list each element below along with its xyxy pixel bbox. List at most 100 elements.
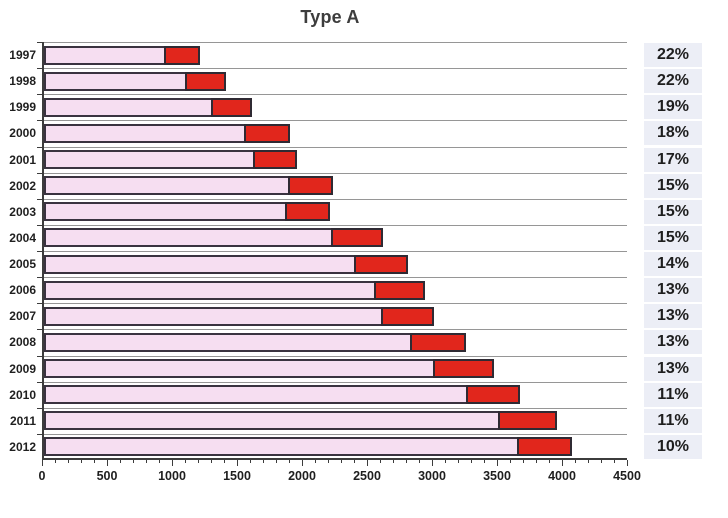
x-axis-minor-tick bbox=[81, 460, 82, 463]
bar-segment-base bbox=[44, 176, 290, 196]
y-axis-label: 2002 bbox=[9, 178, 36, 193]
x-axis-minor-tick bbox=[263, 460, 264, 463]
x-axis-minor-tick bbox=[159, 460, 160, 463]
bar-row-2000 bbox=[44, 123, 290, 143]
x-axis-minor-tick bbox=[536, 460, 537, 463]
x-axis-minor-tick bbox=[458, 460, 459, 463]
percent-cell: 17% bbox=[644, 147, 702, 172]
x-axis-minor-tick bbox=[445, 460, 446, 463]
percent-cell: 15% bbox=[644, 225, 702, 250]
percent-label: 13% bbox=[656, 281, 690, 299]
y-axis-tick bbox=[37, 355, 42, 357]
row-gridline bbox=[44, 68, 627, 70]
x-axis-major-tick bbox=[562, 460, 563, 466]
x-axis-major-tick bbox=[367, 460, 368, 466]
x-axis-minor-tick bbox=[471, 460, 472, 463]
x-axis-tick-label: 0 bbox=[38, 469, 46, 483]
x-axis-minor-tick bbox=[510, 460, 511, 463]
percent-label: 17% bbox=[656, 150, 690, 168]
x-axis-tick-label: 500 bbox=[96, 469, 118, 483]
row-gridline bbox=[44, 381, 627, 383]
percent-cell: 11% bbox=[644, 408, 702, 433]
y-axis-tick bbox=[37, 277, 42, 279]
percent-label: 18% bbox=[656, 124, 690, 142]
percent-cell: 13% bbox=[644, 330, 702, 355]
bar-segment-highlight bbox=[373, 280, 425, 300]
x-axis-minor-tick bbox=[328, 460, 329, 463]
bar-row-2003 bbox=[44, 202, 330, 222]
bar-segment-highlight bbox=[433, 359, 494, 379]
percent-cell: 15% bbox=[644, 199, 702, 224]
percent-cell: 15% bbox=[644, 173, 702, 198]
row-gridline bbox=[44, 277, 627, 279]
x-axis-tick-label: 2000 bbox=[288, 469, 316, 483]
chart-title: Type A bbox=[300, 7, 360, 27]
x-axis-minor-tick bbox=[588, 460, 589, 463]
bar-row-2011 bbox=[44, 411, 558, 431]
x-axis-minor-tick bbox=[94, 460, 95, 463]
bar-segment-highlight bbox=[330, 228, 384, 248]
y-axis-tick bbox=[37, 146, 42, 148]
x-axis-minor-tick bbox=[198, 460, 199, 463]
x-axis-minor-tick bbox=[549, 460, 550, 463]
percent-label: 11% bbox=[657, 411, 689, 429]
bar-segment-base bbox=[44, 123, 246, 143]
y-axis-label: 2001 bbox=[9, 152, 36, 167]
bar-segment-base bbox=[44, 202, 288, 222]
bar-segment-highlight bbox=[243, 123, 290, 143]
x-axis-major-tick bbox=[627, 460, 628, 466]
y-axis-label: 2007 bbox=[9, 309, 36, 324]
x-axis-minor-tick bbox=[419, 460, 420, 463]
x-axis-minor-tick bbox=[484, 460, 485, 463]
bar-segment-highlight bbox=[185, 71, 226, 91]
x-axis-minor-tick bbox=[315, 460, 316, 463]
bar-segment-highlight bbox=[498, 411, 558, 431]
x-axis-minor-tick bbox=[276, 460, 277, 463]
bar-segment-base bbox=[44, 45, 167, 65]
percent-label: 13% bbox=[656, 307, 690, 325]
percent-label: 13% bbox=[656, 333, 690, 351]
y-axis-label: 1997 bbox=[9, 48, 36, 63]
bar-segment-base bbox=[44, 97, 213, 117]
bar-segment-highlight bbox=[252, 150, 298, 170]
percent-label: 11% bbox=[657, 385, 689, 403]
x-axis-minor-tick bbox=[55, 460, 56, 463]
bar-segment-highlight bbox=[381, 306, 434, 326]
bar-segment-base bbox=[44, 437, 519, 457]
y-axis-tick bbox=[37, 251, 42, 252]
percent-label: 15% bbox=[656, 202, 690, 220]
percent-label: 13% bbox=[656, 359, 690, 377]
row-gridline bbox=[44, 303, 627, 305]
y-axis-tick bbox=[37, 303, 42, 305]
bar-segment-base bbox=[44, 254, 356, 274]
bar-row-2004 bbox=[44, 228, 384, 248]
x-axis-minor-tick bbox=[185, 460, 186, 463]
y-axis-tick bbox=[37, 68, 42, 70]
bar-row-2008 bbox=[44, 332, 467, 352]
row-gridline bbox=[44, 433, 627, 435]
row-gridline bbox=[44, 224, 627, 226]
percent-label: 19% bbox=[656, 98, 690, 116]
bar-row-1999 bbox=[44, 97, 252, 117]
row-gridline bbox=[44, 407, 627, 409]
bar-row-2005 bbox=[44, 254, 408, 274]
x-axis-tick-label: 4500 bbox=[613, 469, 641, 483]
plot-area bbox=[42, 42, 627, 460]
x-axis-tick-label: 3000 bbox=[418, 469, 446, 483]
y-axis-label: 2009 bbox=[9, 361, 36, 376]
y-axis-tick bbox=[37, 198, 42, 200]
x-axis-major-tick bbox=[432, 460, 433, 466]
percent-label: 15% bbox=[656, 228, 690, 246]
x-axis-major-tick bbox=[42, 460, 43, 466]
y-axis-label: 2003 bbox=[9, 204, 36, 219]
x-axis-minor-tick bbox=[601, 460, 602, 463]
percent-cell: 14% bbox=[644, 252, 702, 276]
y-axis-label: 2004 bbox=[9, 230, 36, 245]
x-axis-major-tick bbox=[172, 460, 173, 466]
x-axis-major-tick bbox=[497, 460, 498, 466]
bar-segment-base bbox=[44, 228, 333, 248]
x-axis-tick-label: 4000 bbox=[548, 469, 576, 483]
y-axis-label: 2010 bbox=[9, 387, 36, 402]
row-gridline bbox=[44, 172, 627, 174]
